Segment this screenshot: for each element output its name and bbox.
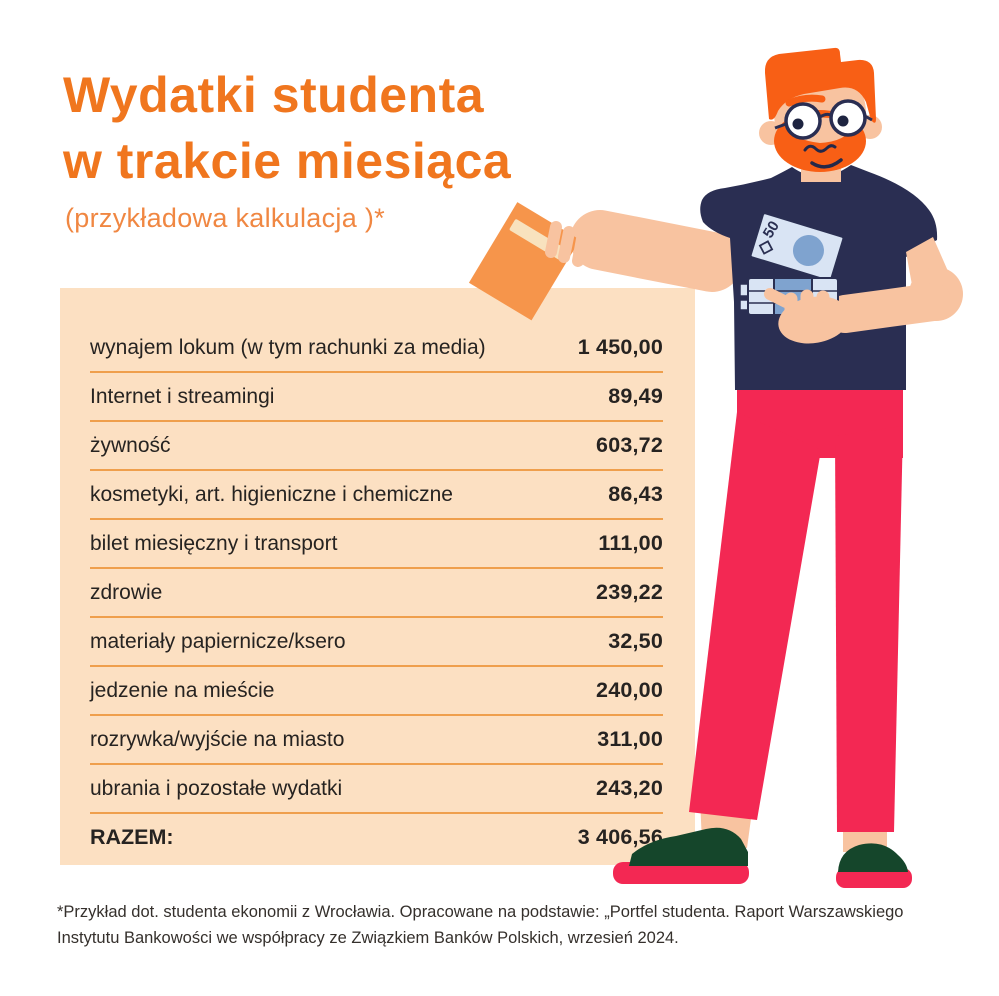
banknote-diamond bbox=[758, 240, 774, 255]
expense-value: 86,43 bbox=[608, 482, 663, 506]
total-label: RAZEM: bbox=[90, 825, 174, 849]
eyebrow bbox=[785, 94, 826, 107]
table-row: żywność 603,72 bbox=[90, 422, 663, 471]
banknote-50-label: 50 bbox=[760, 218, 783, 241]
expenses-table: wynajem lokum (w tym rachunki za media) … bbox=[60, 288, 695, 865]
expense-label: rozrywka/wyjście na miasto bbox=[90, 727, 345, 751]
money-stack bbox=[739, 277, 839, 316]
table-row: zdrowie 239,22 bbox=[90, 569, 663, 618]
expense-label: bilet miesięczny i transport bbox=[90, 531, 338, 555]
head bbox=[759, 47, 882, 182]
expense-label: kosmetyki, art. higieniczne i chemiczne bbox=[90, 482, 453, 506]
left-pupil bbox=[792, 118, 804, 130]
expense-label: zdrowie bbox=[90, 580, 163, 604]
envelope-slot bbox=[509, 219, 566, 260]
page-title: Wydatki studenta w trakcie miesiąca bbox=[63, 62, 511, 194]
glasses bbox=[774, 99, 873, 140]
smile bbox=[810, 158, 843, 169]
right-shoe bbox=[836, 843, 912, 888]
table-row: ubrania i pozostałe wydatki 243,20 bbox=[90, 765, 663, 814]
cheeks bbox=[787, 117, 853, 143]
expense-value: 32,50 bbox=[608, 629, 663, 653]
right-ankle bbox=[843, 798, 887, 852]
t-shirt bbox=[700, 165, 938, 390]
pants bbox=[689, 386, 903, 832]
expense-label: wynajem lokum (w tym rachunki za media) bbox=[90, 335, 486, 359]
expense-label: Internet i streamingi bbox=[90, 384, 275, 408]
table-row: bilet miesięczny i transport 111,00 bbox=[90, 520, 663, 569]
expense-value: 311,00 bbox=[597, 727, 663, 751]
banknote-circle bbox=[792, 235, 824, 267]
expense-value: 239,22 bbox=[596, 580, 663, 604]
left-ankle bbox=[700, 798, 753, 848]
page-subtitle: (przykładowa kalkulacja )* bbox=[65, 203, 385, 233]
expense-label: jedzenie na mieście bbox=[90, 678, 275, 702]
expense-label: materiały papiernicze/ksero bbox=[90, 629, 346, 653]
money-hand bbox=[764, 288, 850, 344]
table-row: wynajem lokum (w tym rachunki za media) … bbox=[90, 324, 663, 373]
page-title-line1: Wydatki studenta bbox=[63, 67, 485, 123]
banknote: 50 bbox=[749, 212, 845, 282]
hair bbox=[764, 47, 876, 123]
table-row: jedzenie na mieście 240,00 bbox=[90, 667, 663, 716]
table-row: Internet i streamingi 89,49 bbox=[90, 373, 663, 422]
mustache-squiggle bbox=[803, 144, 837, 153]
footnote-line2: Instytutu Bankowości we współpracy ze Zw… bbox=[57, 929, 679, 947]
extended-arm bbox=[570, 210, 742, 292]
page-title-line2: w trakcie miesiąca bbox=[63, 133, 512, 189]
neck bbox=[801, 146, 841, 182]
face bbox=[774, 63, 866, 163]
table-total-row: RAZEM: 3 406,56 bbox=[90, 814, 663, 861]
left-ear bbox=[759, 121, 783, 145]
envelope-hand bbox=[545, 221, 607, 267]
footnote-line1: *Przykład dot. studenta ekonomii z Wrocł… bbox=[57, 903, 904, 921]
right-ear bbox=[858, 115, 882, 139]
footnote: *Przykład dot. studenta ekonomii z Wrocł… bbox=[57, 899, 987, 951]
table-row: rozrywka/wyjście na miasto 311,00 bbox=[90, 716, 663, 765]
expense-value: 240,00 bbox=[596, 678, 663, 702]
table-row: materiały papiernicze/ksero 32,50 bbox=[90, 618, 663, 667]
expense-label: ubrania i pozostałe wydatki bbox=[90, 776, 343, 800]
total-value: 3 406,56 bbox=[577, 825, 663, 849]
right-pupil bbox=[837, 115, 849, 127]
expense-value: 603,72 bbox=[596, 433, 663, 457]
expense-value: 111,00 bbox=[598, 531, 663, 555]
beard bbox=[774, 110, 866, 172]
table-row: kosmetyki, art. higieniczne i chemiczne … bbox=[90, 471, 663, 520]
expense-value: 243,20 bbox=[596, 776, 663, 800]
money-arm bbox=[826, 237, 963, 333]
expense-value: 89,49 bbox=[608, 384, 663, 408]
expense-label: żywność bbox=[90, 433, 171, 457]
expense-value: 1 450,00 bbox=[577, 335, 663, 359]
